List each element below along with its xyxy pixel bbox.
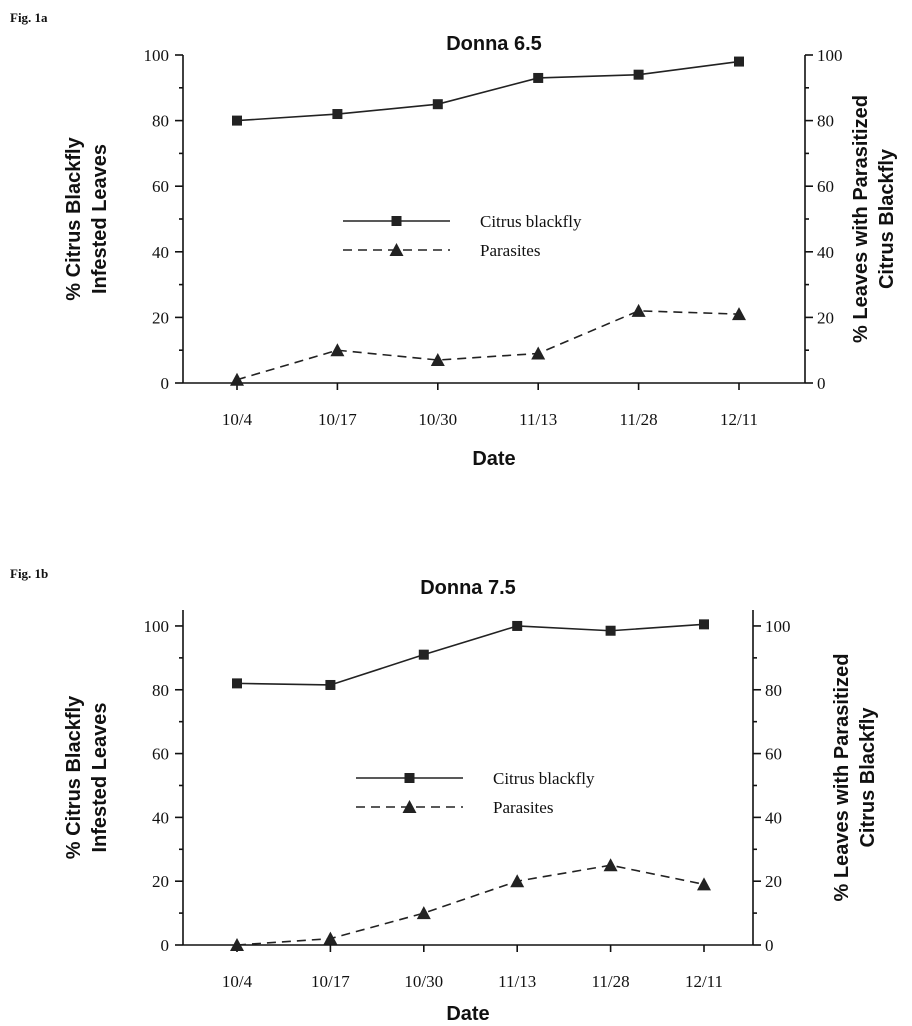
- data-point-triangle: [323, 931, 338, 945]
- data-point-square: [533, 72, 544, 83]
- y-axis-label-left: % Citrus Blackfly: [63, 695, 85, 859]
- series-line-parasites: [236, 310, 740, 381]
- y-axis-label-right: % Leaves with Parasitized: [831, 654, 853, 902]
- data-point-triangle: [330, 343, 345, 357]
- x-tick-label: 11/13: [519, 410, 557, 429]
- chart-panel-1: Fig. 1a Donna 6.5 0 20 40 60 80 100 0 20 40 60 80 100…: [10, 10, 898, 470]
- legend-label: Citrus blackfly: [480, 212, 582, 231]
- x-tick-label: 12/11: [720, 410, 758, 429]
- figure-label: Fig. 1b: [10, 566, 48, 581]
- x-tick-label: 10/4: [222, 972, 253, 991]
- data-point-square: [418, 649, 429, 660]
- y-axis-label-left: Infested Leaves: [89, 702, 111, 852]
- data-point-square: [232, 678, 242, 689]
- y-tick-label-right: 0: [765, 936, 774, 955]
- data-point-triangle: [531, 346, 546, 360]
- y-tick-label-left: 0: [161, 936, 170, 955]
- x-tick-label: 11/13: [498, 972, 536, 991]
- y-axis-label-left: Infested Leaves: [89, 144, 111, 294]
- series-line-citrus-blackfly: [236, 60, 740, 122]
- y-axis-label-right: % Leaves with Parasitized: [850, 95, 872, 343]
- data-point-square: [332, 109, 343, 120]
- y-tick-label-left: 80: [152, 681, 169, 700]
- x-tick-label: 10/30: [404, 972, 443, 991]
- y-axis-label-right: Citrus Blackfly: [876, 148, 898, 289]
- figure-label: Fig. 1a: [10, 10, 48, 25]
- y-tick-label-right: 60: [765, 745, 782, 764]
- data-point-triangle: [603, 858, 618, 872]
- y-tick-label-right: 100: [765, 617, 791, 636]
- data-point-square: [432, 99, 443, 110]
- data-point-triangle: [732, 307, 746, 321]
- legend-marker-square: [404, 773, 415, 783]
- y-tick-label-right: 100: [817, 46, 843, 65]
- data-point-square: [512, 620, 523, 631]
- legend-label: Citrus blackfly: [493, 769, 595, 788]
- data-point-square: [232, 115, 242, 126]
- y-tick-label-right: 40: [817, 243, 834, 262]
- chart-title: Donna 6.5: [446, 33, 542, 55]
- data-point-triangle: [416, 906, 431, 920]
- x-tick-label: 12/11: [685, 972, 723, 991]
- y-tick-label-left: 20: [152, 872, 169, 891]
- y-tick-label-right: 20: [817, 308, 834, 327]
- data-point-triangle: [230, 938, 244, 951]
- y-tick-label-left: 80: [152, 112, 169, 131]
- y-tick-label-right: 20: [765, 872, 782, 891]
- legend-label: Parasites: [493, 798, 553, 817]
- x-tick-label: 10/17: [318, 410, 357, 429]
- data-point-triangle: [631, 303, 646, 317]
- series-line-parasites: [236, 864, 705, 946]
- x-axis-label: Date: [446, 1003, 489, 1025]
- x-tick-label: 10/17: [311, 972, 350, 991]
- y-tick-label-left: 60: [152, 745, 169, 764]
- y-axis-label-left: % Citrus Blackfly: [63, 136, 85, 300]
- data-point-square: [325, 679, 336, 690]
- x-tick-label: 10/4: [222, 410, 253, 429]
- legend-marker-triangle: [402, 800, 417, 813]
- y-tick-label-left: 20: [152, 308, 169, 327]
- x-tick-label: 11/28: [592, 972, 630, 991]
- y-tick-label-right: 0: [817, 374, 826, 393]
- y-tick-label-left: 40: [152, 243, 169, 262]
- data-point-triangle: [697, 877, 711, 891]
- y-tick-label-left: 0: [161, 374, 170, 393]
- data-point-square: [633, 69, 644, 80]
- y-tick-label-right: 40: [765, 808, 782, 827]
- data-point-triangle: [510, 874, 525, 888]
- y-tick-label-left: 40: [152, 808, 169, 827]
- x-axis-label: Date: [472, 448, 515, 470]
- y-tick-label-right: 60: [817, 177, 834, 196]
- chart-panel-2: Fig. 1b Donna 7.5 0 20 40 60 80 100 0 20 40 60 80 100…: [10, 566, 879, 1025]
- y-tick-label-left: 60: [152, 177, 169, 196]
- y-axis-label-right: Citrus Blackfly: [857, 707, 879, 848]
- chart-title: Donna 7.5: [420, 577, 516, 599]
- data-point-square: [734, 56, 744, 67]
- legend: Citrus blackfly Parasites: [343, 212, 582, 260]
- series-line-citrus-blackfly: [236, 623, 705, 686]
- y-tick-label-right: 80: [765, 681, 782, 700]
- data-point-square: [699, 619, 709, 630]
- data-point-square: [605, 625, 616, 636]
- data-point-triangle: [230, 372, 244, 386]
- y-tick-label-left: 100: [144, 617, 170, 636]
- legend-label: Parasites: [480, 241, 540, 260]
- legend-marker-triangle: [389, 243, 404, 256]
- x-tick-label: 10/30: [418, 410, 457, 429]
- data-point-triangle: [430, 353, 445, 367]
- x-tick-label: 11/28: [620, 410, 658, 429]
- legend: Citrus blackfly Parasites: [356, 769, 595, 817]
- legend-marker-square: [391, 216, 402, 226]
- y-tick-label-left: 100: [144, 46, 170, 65]
- y-tick-label-right: 80: [817, 112, 834, 131]
